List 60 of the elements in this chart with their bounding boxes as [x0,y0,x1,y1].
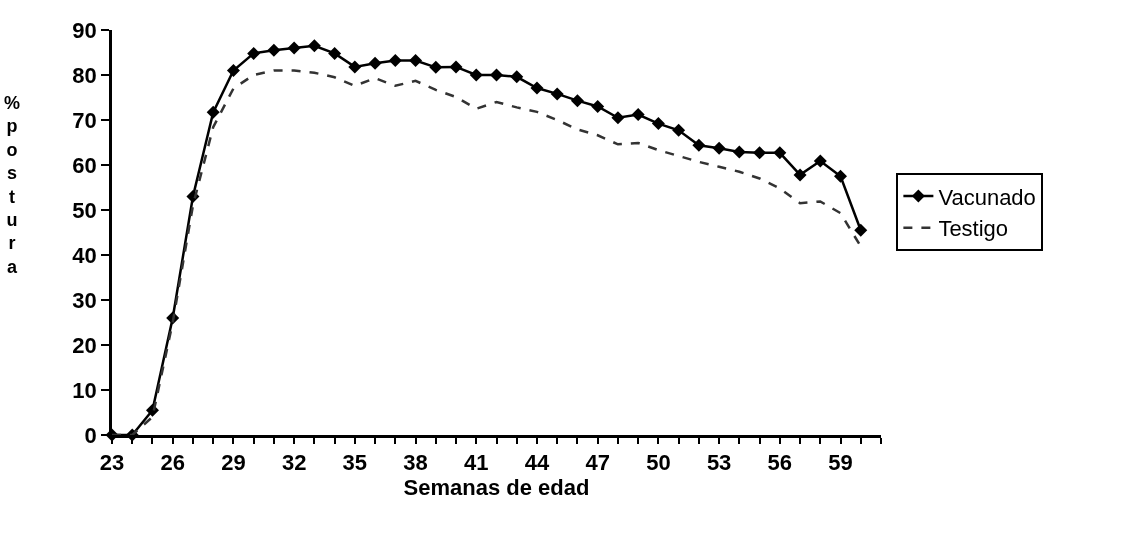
y-tick-label: 30 [72,287,97,313]
x-tick-label: 47 [585,450,610,476]
point [530,81,544,95]
point [388,54,402,68]
point [247,46,261,60]
x-tick-label: 56 [767,450,793,476]
point [651,117,665,131]
x-tick-label: 23 [99,450,125,476]
point [793,168,807,182]
point [368,56,382,70]
x-tick-label: 38 [403,450,428,476]
point [672,123,686,137]
point [854,223,868,237]
point [773,146,787,160]
y-tick-label: 60 [72,152,97,178]
y-axis-title: % postura [4,93,21,277]
x-tick-label: 26 [160,450,185,476]
y-tick-label: 20 [72,332,97,358]
y-tick-label: 0 [84,422,97,448]
point [712,141,726,155]
x-tick-label: 29 [221,450,246,476]
y-tick-label: 50 [72,197,97,223]
legend-label: Testigo [938,216,1009,242]
point [490,68,503,82]
point [429,60,443,74]
x-tick-label: 53 [706,450,732,476]
y-tick-label: 80 [72,62,97,88]
point [813,154,827,168]
x-tick-label: 44 [524,450,550,476]
x-tick-label: 50 [646,450,671,476]
point [550,87,564,101]
x-tick-label: 41 [464,450,489,476]
x-tick-label: 59 [828,450,853,476]
point [753,146,767,160]
point [328,46,342,60]
point [631,108,645,122]
point [570,94,584,108]
y-tick-label: 40 [72,242,97,268]
point [692,138,706,152]
x-axis-title: Semanas de edad [403,475,590,501]
point [226,64,240,77]
y-tick-label: 70 [72,107,97,133]
x-tick-label: 32 [281,450,307,476]
point [449,60,463,74]
point [510,70,524,84]
point [732,145,746,159]
point [206,105,220,119]
y-tick-label: 10 [72,377,97,403]
point [267,43,281,57]
point [409,54,423,68]
point [307,39,321,53]
point [834,169,848,183]
point [348,60,362,74]
point [591,100,605,113]
y-tick-label: 90 [72,17,97,43]
point [611,111,625,125]
point [287,41,301,55]
point [469,68,483,82]
legend-label: Vacunado [938,184,1036,210]
x-tick-label: 35 [342,450,368,476]
